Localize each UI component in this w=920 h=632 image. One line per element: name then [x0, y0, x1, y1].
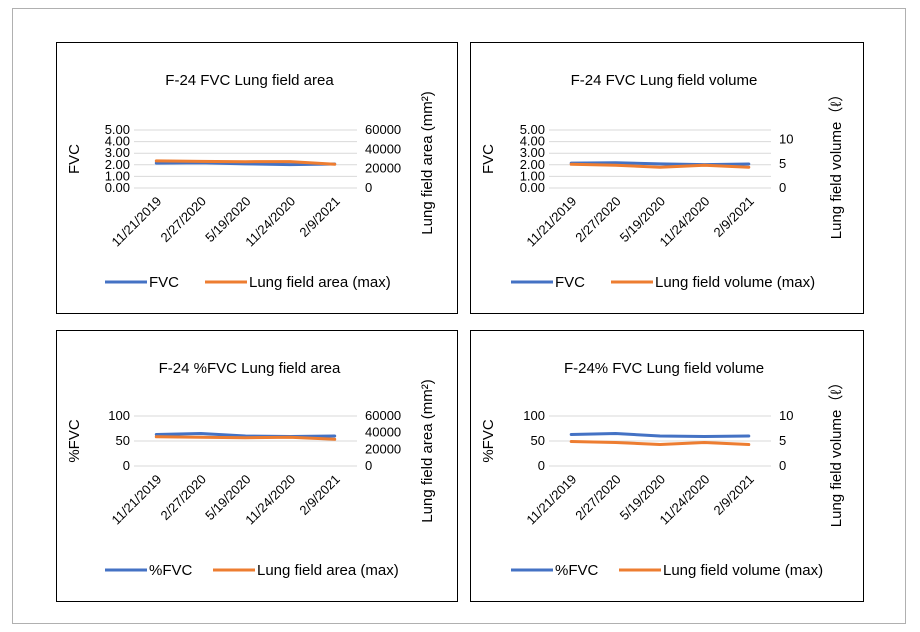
y-tick-label: 1.00	[105, 168, 130, 183]
chart-panel-pfvc-area: F-24 %FVC Lung field area 100 50 0 60000 4000…	[56, 330, 458, 602]
y-tick-label: 100	[523, 408, 545, 423]
series-line-fvc	[154, 161, 337, 167]
y2-tick-label: 10	[779, 408, 793, 423]
chart-title: F-24% FVC Lung field volume	[564, 360, 764, 377]
y-axis-title: %FVC	[480, 419, 497, 463]
y2-tick-label: 10	[779, 132, 793, 147]
chart-panel-fvc-area: F-24 FVC Lung field area 5.00 4.00 3.00 2.00…	[56, 42, 458, 314]
chart-svg: F-24 %FVC Lung field area 100 50 0 60000 4000…	[66, 360, 436, 579]
y-tick-label: 50	[531, 433, 545, 448]
y-tick-label: 0.00	[520, 180, 545, 195]
y-tick-label: 100	[108, 408, 130, 423]
y-axis-title: %FVC	[66, 419, 83, 463]
series-line-lung-field-area-max	[154, 159, 337, 166]
y-tick-label: 5.00	[105, 122, 130, 137]
chart-panel-pfvc-volume: F-24% FVC Lung field volume 100 50 0 10 5 0 %FV…	[470, 330, 864, 602]
x-tick-label: 2/9/2021	[711, 472, 757, 518]
y-tick-label: 3.00	[105, 145, 130, 160]
y2-axis-title: Lung field area (mm²)	[419, 379, 436, 522]
y-tick-label: 0	[538, 458, 545, 473]
x-tick-label: 2/9/2021	[296, 472, 342, 518]
legend-label-lung-field-volume-max: Lung field volume (max)	[655, 274, 815, 291]
x-tick-label: 2/27/2020	[158, 472, 210, 524]
y2-tick-label: 0	[365, 458, 372, 473]
legend-label-fvc: %FVC	[555, 562, 599, 579]
chart-title: F-24 FVC Lung field volume	[571, 72, 758, 89]
legend-label-lung-field-area-max: Lung field area (max)	[249, 274, 391, 291]
y-tick-label: 2.00	[520, 157, 545, 172]
x-tick-label: 2/27/2020	[158, 194, 210, 246]
legend-label-fvc: %FVC	[149, 562, 193, 579]
series-line-lung-field-volume-max	[569, 440, 751, 446]
y2-tick-label: 60000	[365, 408, 401, 423]
chart-panel-fvc-volume: F-24 FVC Lung field volume 5.00 4.00 3.00 2.…	[470, 42, 864, 314]
chart-title: F-24 FVC Lung field area	[165, 72, 334, 89]
y2-tick-label: 5	[779, 433, 786, 448]
x-tick-label: 2/27/2020	[572, 194, 624, 246]
y2-tick-label: 20000	[365, 161, 401, 176]
y-tick-label: 1.00	[520, 168, 545, 183]
chart-title: F-24 %FVC Lung field area	[159, 360, 341, 377]
y2-axis-title: Lung field volume（ℓ）	[828, 375, 845, 527]
y2-tick-label: 5	[779, 156, 786, 171]
y2-tick-label: 20000	[365, 441, 401, 456]
y2-axis-title: Lung field volume（ℓ）	[828, 87, 845, 239]
chart-svg: F-24 FVC Lung field area 5.004.003.002.00…	[66, 72, 436, 291]
x-tick-label: 2/9/2021	[711, 194, 757, 240]
y-tick-label: 3.00	[520, 145, 545, 160]
y-tick-label: 2.00	[105, 157, 130, 172]
figure-frame	[12, 8, 906, 624]
y-tick-label: 4.00	[520, 134, 545, 149]
y-tick-label: 0.00	[105, 180, 130, 195]
y-axis-title: FVC	[480, 144, 497, 174]
x-tick-label: 2/27/2020	[572, 472, 624, 524]
x-tick-label: 11/21/2019	[523, 472, 579, 528]
y-tick-label: 4.00	[105, 134, 130, 149]
x-tick-label: 11/21/2019	[108, 194, 164, 250]
y2-tick-label: 0	[779, 458, 786, 473]
y-tick-label: 50	[116, 433, 130, 448]
series-line-fvc	[154, 432, 337, 438]
x-tick-label: 11/21/2019	[108, 472, 164, 528]
legend-label-lung-field-volume-max: Lung field volume (max)	[663, 562, 823, 579]
series-line-lung-field-area-max	[154, 435, 337, 441]
series-line-lung-field-volume-max	[569, 162, 751, 169]
legend-label-fvc: FVC	[555, 274, 585, 291]
x-tick-label: 2/9/2021	[296, 194, 342, 240]
legend-label-lung-field-area-max: Lung field area (max)	[257, 562, 399, 579]
chart-svg: F-24% FVC Lung field volume1005001050%FV…	[480, 360, 845, 579]
y2-axis-title: Lung field area (mm²)	[419, 91, 436, 234]
legend-label-fvc: FVC	[149, 274, 179, 291]
y2-tick-label: 40000	[365, 141, 401, 156]
series-line-fvc	[569, 432, 751, 438]
y2-tick-label: 0	[365, 180, 372, 195]
y-tick-label: 0	[123, 458, 130, 473]
x-tick-label: 11/21/2019	[523, 194, 579, 250]
y2-tick-label: 60000	[365, 122, 401, 137]
series-line-fvc	[569, 161, 751, 167]
chart-svg: F-24 FVC Lung field volume 5.004.003.002.…	[480, 72, 845, 291]
y2-tick-label: 40000	[365, 425, 401, 440]
y-axis-title: FVC	[66, 144, 83, 174]
y2-tick-label: 0	[779, 180, 786, 195]
y-tick-label: 5.00	[520, 122, 545, 137]
